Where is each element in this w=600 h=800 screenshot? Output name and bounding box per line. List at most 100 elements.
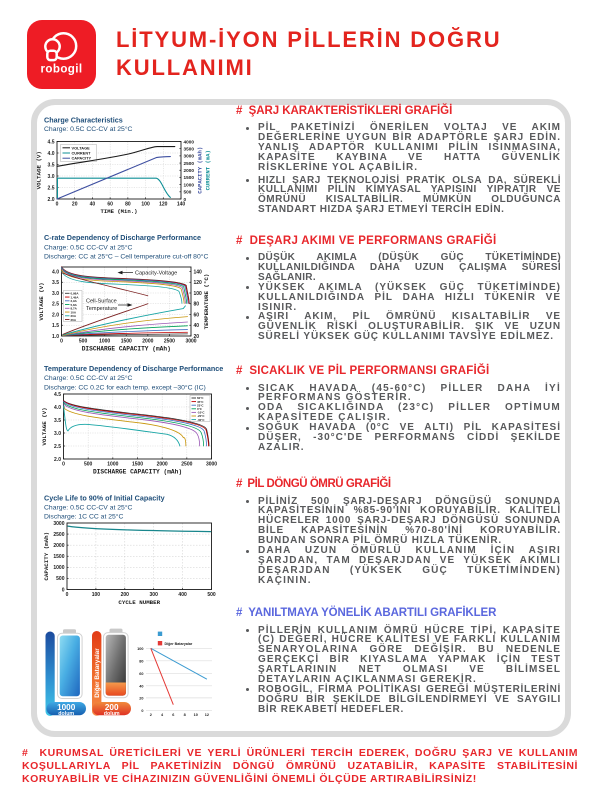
- svg-text:2500: 2500: [164, 339, 175, 345]
- svg-text:3000: 3000: [53, 521, 64, 527]
- svg-text:300: 300: [150, 592, 159, 598]
- svg-text:4.0: 4.0: [48, 151, 55, 157]
- svg-text:2: 2: [150, 713, 152, 717]
- svg-text:500: 500: [207, 592, 216, 598]
- svg-text:3000: 3000: [206, 462, 217, 468]
- svg-text:10: 10: [194, 713, 198, 717]
- svg-text:VOLTAGE (V): VOLTAGE (V): [38, 282, 45, 320]
- svg-text:2500: 2500: [53, 532, 64, 538]
- svg-text:CYCLE NUMBER: CYCLE NUMBER: [118, 599, 160, 606]
- svg-text:3.0: 3.0: [54, 431, 61, 437]
- svg-text:Temperature Dependency of Disc: Temperature Dependency of Discharge Perf…: [44, 364, 223, 373]
- svg-text:-20°C: -20°C: [197, 414, 205, 418]
- svg-text:20: 20: [194, 334, 200, 340]
- svg-text:200: 200: [105, 703, 119, 712]
- svg-text:140: 140: [194, 269, 203, 275]
- svg-text:500: 500: [79, 339, 88, 345]
- svg-text:1.0: 1.0: [52, 334, 59, 340]
- svg-text:3500: 3500: [184, 146, 195, 151]
- svg-text:45°C: 45°C: [197, 400, 204, 404]
- svg-text:4.5: 4.5: [54, 392, 61, 398]
- svg-text:Charge: 0.5C CC-CV at 25°C: Charge: 0.5C CC-CV at 25°C: [44, 125, 133, 133]
- svg-text:0: 0: [56, 202, 59, 208]
- svg-text:TIME (Min.): TIME (Min.): [101, 208, 138, 215]
- svg-text:1000: 1000: [184, 182, 195, 187]
- svg-text:0°C: 0°C: [197, 407, 203, 411]
- svg-text:20: 20: [139, 696, 143, 700]
- svg-text:VOLTAGE: VOLTAGE: [72, 145, 91, 150]
- svg-text:0: 0: [141, 709, 143, 713]
- svg-text:26A: 26A: [71, 318, 77, 322]
- svg-text:2000: 2000: [53, 543, 64, 549]
- svg-text:1500: 1500: [184, 175, 195, 180]
- svg-text:1000: 1000: [107, 462, 118, 468]
- svg-text:0,98A: 0,98A: [71, 292, 80, 296]
- svg-text:80: 80: [194, 302, 200, 308]
- svg-text:3.0: 3.0: [48, 174, 55, 180]
- svg-text:3.5: 3.5: [48, 162, 55, 168]
- svg-text:2.0: 2.0: [54, 457, 61, 463]
- svg-text:1500: 1500: [121, 339, 132, 345]
- svg-text:12: 12: [205, 713, 209, 717]
- svg-text:-30°C: -30°C: [197, 418, 205, 422]
- svg-text:2000: 2000: [184, 168, 195, 173]
- svg-text:2.5: 2.5: [52, 302, 59, 308]
- svg-text:5,8A: 5,8A: [71, 303, 78, 307]
- svg-text:120: 120: [194, 280, 203, 286]
- svg-text:100: 100: [137, 647, 143, 651]
- svg-text:CURRENT (mA): CURRENT (mA): [205, 150, 212, 190]
- svg-text:Temperature: Temperature: [86, 306, 117, 312]
- svg-text:VOLTAGE (V): VOLTAGE (V): [36, 151, 43, 189]
- svg-text:3000: 3000: [184, 154, 195, 159]
- svg-text:2.0: 2.0: [52, 312, 59, 318]
- svg-text:Charge: 0.5C CC-CV at 25°C: Charge: 0.5C CC-CV at 25°C: [44, 243, 133, 251]
- svg-text:20: 20: [72, 202, 78, 208]
- svg-text:DISCHARGE CAPACITY (mAh): DISCHARGE CAPACITY (mAh): [82, 346, 171, 353]
- svg-text:6: 6: [172, 713, 174, 717]
- svg-text:2000: 2000: [157, 462, 168, 468]
- svg-text:Charge Characteristics: Charge Characteristics: [44, 116, 123, 125]
- svg-text:4.0: 4.0: [54, 405, 61, 411]
- svg-text:3.0: 3.0: [52, 291, 59, 297]
- svg-text:0: 0: [184, 197, 187, 202]
- svg-text:2.5: 2.5: [48, 185, 55, 191]
- svg-text:0: 0: [66, 592, 69, 598]
- svg-text:1000: 1000: [99, 339, 110, 345]
- svg-text:dolum: dolum: [58, 711, 74, 717]
- svg-text:4.5: 4.5: [48, 139, 55, 145]
- svg-text:0: 0: [62, 462, 65, 468]
- svg-text:60: 60: [139, 672, 143, 676]
- svg-text:60: 60: [107, 202, 113, 208]
- svg-text:120: 120: [159, 202, 168, 208]
- svg-text:2500: 2500: [181, 462, 192, 468]
- svg-text:1.5: 1.5: [52, 323, 59, 329]
- svg-text:Cycle Life to 90% of Initial C: Cycle Life to 90% of Initial Capacity: [44, 494, 165, 503]
- svg-text:Discharge: CC at 25°C – Cell t: Discharge: CC at 25°C – Cell temperature…: [44, 253, 208, 261]
- svg-text:4: 4: [161, 713, 164, 717]
- svg-text:4.0: 4.0: [52, 269, 59, 275]
- svg-text:8: 8: [184, 713, 186, 717]
- svg-text:1000: 1000: [53, 565, 64, 571]
- svg-text:10A: 10A: [71, 310, 77, 314]
- svg-text:1000: 1000: [57, 703, 76, 712]
- svg-text:CURRENT: CURRENT: [72, 151, 92, 156]
- svg-text:40: 40: [90, 202, 96, 208]
- svg-text:100: 100: [194, 291, 203, 297]
- svg-text:8,7A: 8,7A: [71, 307, 78, 311]
- svg-text:3.5: 3.5: [52, 280, 59, 286]
- svg-text:200: 200: [121, 592, 130, 598]
- svg-text:60: 60: [194, 312, 200, 318]
- svg-text:20A: 20A: [71, 314, 77, 318]
- svg-text:2.5: 2.5: [54, 444, 61, 450]
- svg-text:C-rate Dependency of Discharge: C-rate Dependency of Discharge Performan…: [44, 233, 201, 242]
- svg-text:2000: 2000: [142, 339, 153, 345]
- svg-text:DISCHARGE CAPACITY (mAh): DISCHARGE CAPACITY (mAh): [93, 469, 182, 476]
- svg-text:80: 80: [139, 659, 143, 663]
- svg-text:0: 0: [62, 587, 65, 593]
- svg-text:40: 40: [139, 684, 143, 688]
- svg-text:TEMPERATURE (°C): TEMPERATURE (°C): [203, 274, 210, 330]
- svg-text:Cell-Surface: Cell-Surface: [86, 299, 117, 305]
- svg-text:400: 400: [178, 592, 187, 598]
- svg-text:VOLTAGE (V): VOLTAGE (V): [41, 407, 48, 445]
- svg-text:Capacity-Voltage: Capacity-Voltage: [135, 271, 177, 277]
